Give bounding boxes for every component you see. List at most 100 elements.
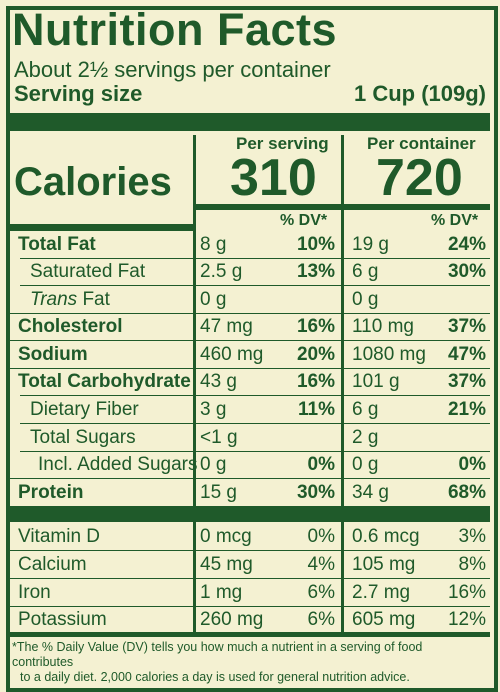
nutrient-row: Sodium 460 mg 20% 1080 mg 47%	[10, 341, 490, 368]
nutrient-dv-serving: 10%	[296, 234, 335, 255]
nutrient-amount-serving: 15 g	[200, 482, 237, 503]
row-divider	[20, 285, 490, 286]
row-divider	[10, 368, 490, 369]
nutrient-amount-container: 6 g	[352, 261, 379, 282]
dv-header-container: % DV*	[431, 212, 479, 229]
nutrient-dv-container: 47%	[447, 344, 486, 365]
nutrient-row: Saturated Fat 2.5 g 13% 6 g 30%	[10, 258, 490, 285]
row-divider	[10, 313, 490, 314]
vitamin-dv-container: 8%	[458, 554, 486, 575]
nutrient-amount-serving: <1 g	[200, 427, 238, 448]
serving-size-label: Serving size	[14, 81, 143, 106]
nutrient-name: Saturated Fat	[30, 261, 146, 282]
nutrient-row: Total Carbohydrate 43 g 16% 101 g 37%	[10, 368, 490, 395]
nutrient-row: Incl. Added Sugars 0 g 0% 0 g 0%	[10, 451, 490, 478]
nutrient-row: Trans Fat 0 g 0 g	[10, 286, 490, 313]
nutrient-amount-serving: 43 g	[200, 371, 237, 392]
vitamin-row: Calcium 45 mg 4% 105 mg 8%	[10, 551, 490, 578]
vitamin-name: Potassium	[18, 609, 107, 630]
row-divider	[20, 395, 490, 396]
nutrient-amount-serving: 47 mg	[200, 316, 253, 337]
nutrient-dv-container: 21%	[447, 399, 486, 420]
calories-label: Calories	[14, 160, 172, 204]
nutrient-amount-container: 19 g	[352, 234, 389, 255]
thick-divider-vitamins	[10, 506, 490, 522]
nutrient-dv-serving: 20%	[296, 344, 335, 365]
per-serving-header: Per serving	[236, 134, 329, 153]
nutrient-amount-serving: 0 g	[200, 454, 227, 475]
vitamin-row: Potassium 260 mg 6% 605 mg 12%	[10, 606, 490, 633]
column-divider-2	[341, 135, 344, 632]
nutrient-name: Incl. Added Sugars	[38, 454, 198, 475]
vitamin-dv-container: 12%	[447, 609, 486, 630]
nutrient-row: Total Fat 8 g 10% 19 g 24%	[10, 231, 490, 258]
vitamin-dv-serving: 4%	[307, 554, 335, 575]
nutrient-amount-serving: 8 g	[200, 234, 227, 255]
vitamin-row: Vitamin D 0 mcg 0% 0.6 mcg 3%	[10, 523, 490, 550]
nutrient-dv-container: 68%	[447, 482, 486, 503]
nutrient-row: Cholesterol 47 mg 16% 110 mg 37%	[10, 313, 490, 340]
nutrient-name: Sodium	[18, 344, 88, 365]
calories-divider-left	[10, 224, 195, 231]
row-divider	[10, 550, 490, 551]
nutrient-amount-serving: 0 g	[200, 289, 227, 310]
vitamin-dv-container: 16%	[447, 582, 486, 603]
vitamin-amount-container: 105 mg	[352, 554, 416, 575]
nutrient-dv-serving: 16%	[296, 371, 335, 392]
nutrient-amount-container: 34 g	[352, 482, 389, 503]
serving-size-value: 1 Cup (109g)	[353, 81, 486, 106]
label-title: Nutrition Facts	[12, 4, 338, 55]
vitamin-dv-container: 3%	[458, 526, 486, 547]
nutrient-amount-container: 2 g	[352, 427, 379, 448]
nutrient-name: Cholesterol	[18, 316, 123, 337]
row-divider	[10, 578, 490, 579]
nutrient-amount-container: 0 g	[352, 289, 379, 310]
nutrient-amount-container: 6 g	[352, 399, 379, 420]
thick-divider-top	[10, 113, 490, 131]
vitamin-amount-container: 0.6 mcg	[352, 526, 420, 547]
footnote: *The % Daily Value (DV) tells you how mu…	[12, 640, 486, 685]
nutrient-dv-serving: 0%	[307, 454, 335, 475]
column-divider-1	[193, 135, 196, 632]
thick-divider-bottom	[10, 632, 490, 637]
vitamin-dv-serving: 6%	[307, 582, 335, 603]
vitamin-name: Vitamin D	[18, 526, 101, 547]
row-divider	[10, 478, 490, 479]
vitamin-name: Iron	[18, 582, 51, 603]
nutrient-amount-serving: 2.5 g	[200, 261, 243, 282]
nutrient-amount-container: 0 g	[352, 454, 379, 475]
nutrient-dv-serving: 13%	[296, 261, 335, 282]
nutrient-dv-container: 24%	[447, 234, 486, 255]
nutrient-name: Total Carbohydrate	[18, 371, 191, 392]
nutrient-name: Protein	[18, 482, 84, 503]
nutrient-dv-container: 30%	[447, 261, 486, 282]
nutrient-amount-serving: 460 mg	[200, 344, 264, 365]
row-divider	[20, 423, 490, 424]
per-container-header: Per container	[367, 134, 476, 153]
nutrient-dv-container: 37%	[447, 316, 486, 337]
nutrient-row: Total Sugars <1 g 2 g	[10, 424, 490, 451]
nutrient-amount-serving: 3 g	[200, 399, 227, 420]
vitamin-amount-serving: 260 mg	[200, 609, 264, 630]
nutrient-name-italic: Trans	[30, 289, 78, 310]
nutrient-dv-serving: 11%	[298, 399, 335, 420]
nutrient-amount-container: 110 mg	[352, 316, 414, 337]
nutrient-dv-serving: 30%	[296, 482, 335, 503]
vitamin-dv-serving: 0%	[307, 526, 335, 547]
nutrient-dv-container: 0%	[458, 454, 486, 475]
vitamin-amount-container: 605 mg	[352, 609, 416, 630]
nutrient-name-rest: Fat	[77, 289, 110, 310]
vitamin-amount-serving: 0 mcg	[200, 526, 252, 547]
footnote-line-1: *The % Daily Value (DV) tells you how mu…	[12, 640, 423, 669]
row-divider	[20, 258, 490, 259]
nutrient-name: Total Fat	[18, 234, 96, 255]
vitamin-name: Calcium	[18, 554, 87, 575]
nutrient-name: Trans Fat	[30, 286, 110, 313]
servings-per-container: About 2½ servings per container	[14, 57, 331, 82]
nutrient-name: Total Sugars	[30, 427, 136, 448]
vitamin-row: Iron 1 mg 6% 2.7 mg 16%	[10, 579, 490, 606]
vitamin-amount-serving: 45 mg	[200, 554, 253, 575]
row-divider	[20, 451, 490, 452]
dv-header-serving: % DV*	[280, 212, 328, 229]
row-divider	[10, 606, 490, 607]
